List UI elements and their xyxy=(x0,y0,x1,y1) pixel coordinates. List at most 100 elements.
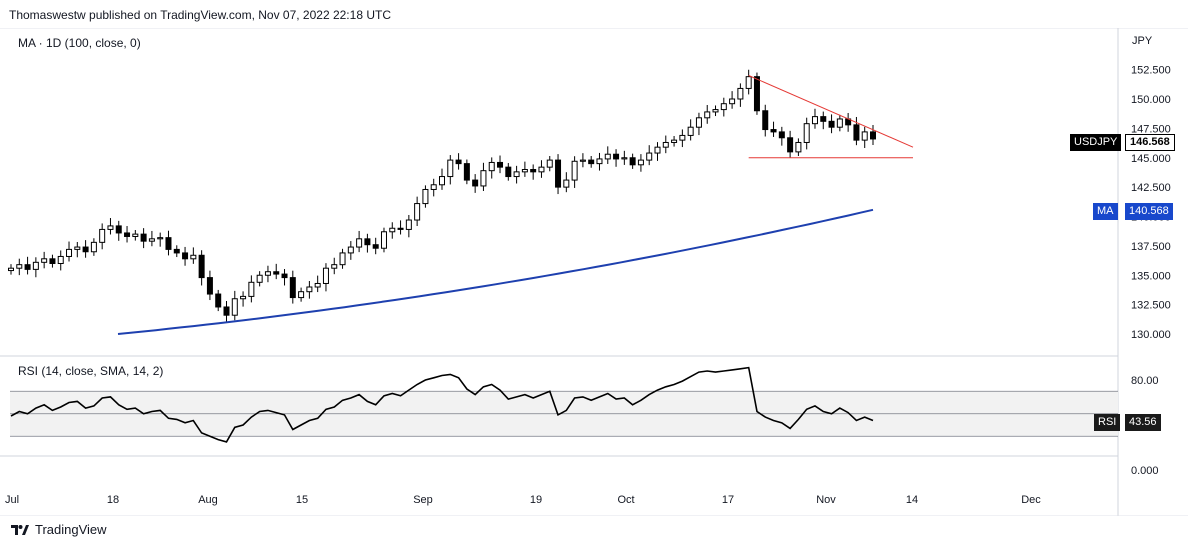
candle-body xyxy=(795,141,802,153)
rsi-name-badge: RSI xyxy=(1094,414,1121,431)
candle-body xyxy=(281,273,288,279)
candle-body xyxy=(49,258,56,264)
candle-body xyxy=(273,271,280,275)
candle-body xyxy=(198,254,205,279)
candle-body xyxy=(505,166,512,178)
candle-body xyxy=(157,237,164,240)
candle-body xyxy=(405,219,412,230)
candle-body xyxy=(140,233,147,242)
candle-body xyxy=(90,241,97,253)
candle-body xyxy=(654,146,661,154)
price-tick-label: 130.000 xyxy=(1131,329,1171,341)
candle-body xyxy=(314,282,321,288)
price-tick-label: 137.500 xyxy=(1131,241,1171,253)
footer-brand[interactable]: TradingView xyxy=(9,522,107,537)
candle-body xyxy=(99,228,106,243)
ma-line xyxy=(117,208,874,335)
candle-body xyxy=(231,298,238,316)
candle-body xyxy=(165,237,172,250)
price-tick-label: 132.500 xyxy=(1131,300,1171,312)
candle-body xyxy=(513,171,520,178)
candle-body xyxy=(803,123,810,143)
candle-body xyxy=(836,118,843,128)
candle-body xyxy=(613,153,620,160)
candle-body xyxy=(671,139,678,143)
candle-body xyxy=(853,124,860,141)
candle-body xyxy=(737,87,744,100)
time-tick-label: Sep xyxy=(413,494,433,506)
candle-body xyxy=(811,116,818,125)
candle-body xyxy=(148,238,155,242)
candle-body xyxy=(132,233,139,237)
candle-body xyxy=(820,116,827,122)
candle-body xyxy=(753,76,760,112)
candle-body xyxy=(397,227,404,230)
candle-body xyxy=(173,248,180,254)
candle-body xyxy=(861,131,868,141)
candle-body xyxy=(182,252,189,260)
candle-body xyxy=(530,169,537,173)
rsi-value: 43.56 xyxy=(1129,416,1157,428)
candle-body xyxy=(621,157,628,160)
price-chart[interactable]: JPY152.500150.000147.500145.000142.50014… xyxy=(0,28,1188,516)
symbol-name-badge: USDJPY xyxy=(1070,134,1122,151)
candle-body xyxy=(472,179,479,187)
ma-indicator-label[interactable]: MA · 1D (100, close, 0) xyxy=(18,36,141,50)
time-tick-label: Nov xyxy=(816,494,836,506)
candle-body xyxy=(870,131,876,140)
candle-body xyxy=(787,137,794,153)
time-tick-label: 18 xyxy=(107,494,119,506)
candle-body xyxy=(306,286,313,293)
rsi-value-badge: 43.56 xyxy=(1125,414,1161,431)
rsi-tick-label: 80.00 xyxy=(1131,375,1159,387)
candle-body xyxy=(66,248,73,257)
candle-body xyxy=(778,131,785,139)
footer-brand-label: TradingView xyxy=(35,522,107,537)
time-tick-label: 15 xyxy=(296,494,308,506)
candle-body xyxy=(729,98,736,105)
candle-body xyxy=(712,109,719,113)
candle-body xyxy=(124,232,131,237)
price-tick-label: 147.500 xyxy=(1131,123,1171,135)
price-tick-label: 142.500 xyxy=(1131,182,1171,194)
candle-body xyxy=(24,264,31,270)
symbol-name: USDJPY xyxy=(1074,136,1118,148)
candle-body xyxy=(422,188,429,205)
rsi-name: RSI xyxy=(1098,416,1117,428)
candle-body xyxy=(8,267,14,272)
candle-body xyxy=(488,161,495,172)
candle-body xyxy=(289,277,296,299)
candle-body xyxy=(762,110,769,131)
price-tick-label: 150.000 xyxy=(1131,94,1171,106)
rsi-indicator-label[interactable]: RSI (14, close, SMA, 14, 2) xyxy=(18,364,164,378)
time-tick-label: Oct xyxy=(617,494,634,506)
symbol-value: 146.568 xyxy=(1130,136,1170,148)
candle-body xyxy=(455,159,462,165)
candle-body xyxy=(555,159,562,188)
candle-body xyxy=(339,252,346,266)
candle-body xyxy=(563,179,570,188)
candle-body xyxy=(331,264,338,269)
candle-body xyxy=(32,261,39,270)
candle-body xyxy=(629,157,636,166)
candles-group xyxy=(8,69,876,323)
ma-value: 140.568 xyxy=(1129,205,1169,217)
candle-body xyxy=(679,134,686,141)
candle-body xyxy=(107,225,114,230)
candle-body xyxy=(430,184,437,190)
candle-body xyxy=(596,158,603,165)
time-tick-label: Aug xyxy=(198,494,218,506)
candle-body xyxy=(497,161,504,168)
candle-body xyxy=(571,160,578,181)
tradingview-logo-icon xyxy=(11,524,29,535)
candle-body xyxy=(480,170,487,187)
ma-name: MA xyxy=(1097,205,1114,217)
time-tick-label: Dec xyxy=(1021,494,1041,506)
candle-body xyxy=(695,117,702,128)
price-tick-label: 152.500 xyxy=(1131,65,1171,77)
candle-body xyxy=(646,152,653,161)
candle-body xyxy=(770,129,777,133)
time-tick-label: Jul xyxy=(5,494,19,506)
candle-body xyxy=(389,227,396,233)
ma-value-badge: 140.568 xyxy=(1125,203,1173,220)
